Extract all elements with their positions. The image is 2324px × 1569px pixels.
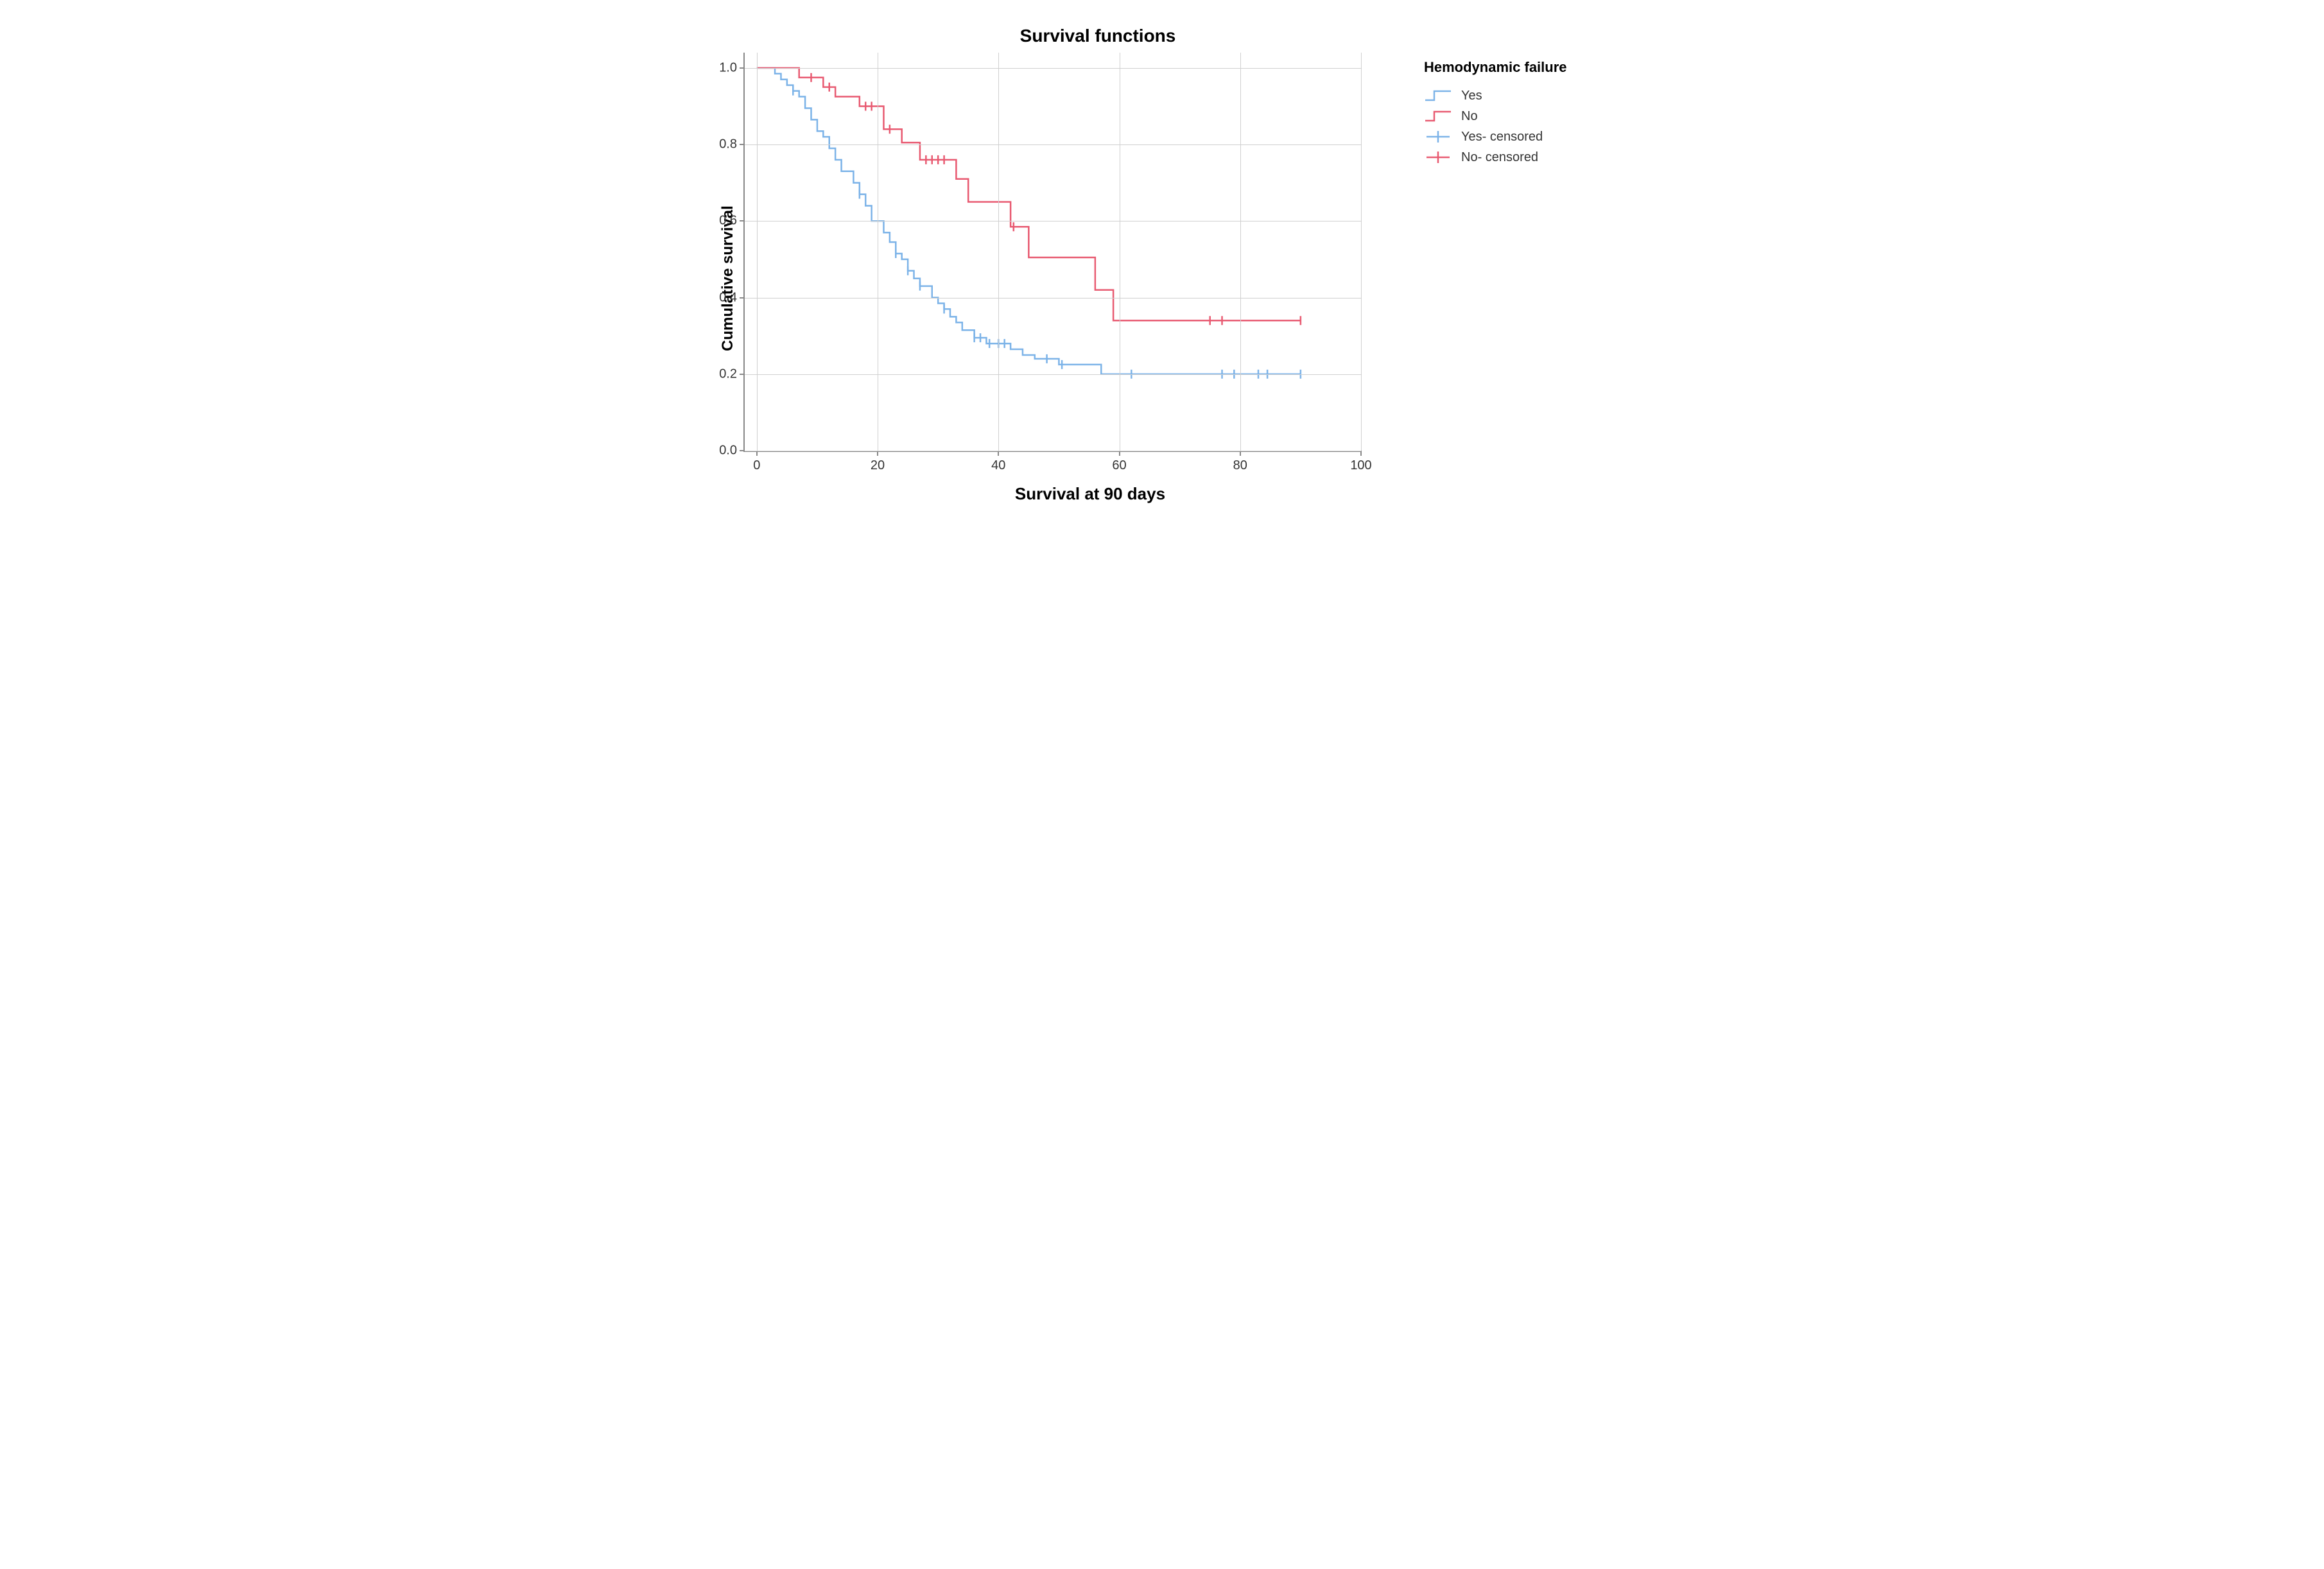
y-tick-label: 1.0 [719, 60, 745, 75]
plot-area: 0204060801000.00.20.40.60.81.0 [743, 53, 1361, 452]
x-tick-label: 80 [1233, 451, 1247, 473]
y-tick-label: 0.2 [719, 367, 745, 381]
censor-icon [1424, 128, 1452, 145]
y-tick-label: 0.4 [719, 290, 745, 305]
gridline-horizontal [745, 144, 1361, 145]
x-tick-label: 60 [1112, 451, 1126, 473]
y-tick-label: 0.0 [719, 444, 745, 458]
survival-chart: Survival functions Cumulative survival 0… [713, 26, 1611, 504]
x-axis-label: Survival at 90 days [782, 484, 1398, 504]
survival-curves-svg [745, 53, 1361, 451]
legend-item: Yes- censored [1424, 128, 1567, 145]
legend-item: No [1424, 108, 1567, 125]
legend-item: Yes [1424, 87, 1567, 104]
step-line-icon [1424, 108, 1452, 125]
legend-label: Yes- censored [1461, 130, 1543, 144]
gridline-vertical [1240, 53, 1241, 451]
x-tick-label: 100 [1350, 451, 1371, 473]
chart-title: Survival functions [584, 26, 1611, 46]
legend-label: No- censored [1461, 150, 1538, 165]
legend: Hemodynamic failure Yes No Yes- censored No… [1424, 53, 1567, 169]
survival-curve-no [757, 68, 1301, 320]
legend-label: Yes [1461, 89, 1482, 103]
legend-title: Hemodynamic failure [1424, 59, 1567, 76]
gridline-vertical [1361, 53, 1362, 451]
x-tick-label: 40 [991, 451, 1005, 473]
gridline-horizontal [745, 68, 1361, 69]
gridline-horizontal [745, 298, 1361, 299]
x-tick-label: 0 [753, 451, 760, 473]
step-line-icon [1424, 87, 1452, 104]
y-tick-label: 0.8 [719, 137, 745, 152]
legend-item: No- censored [1424, 149, 1567, 166]
y-tick-label: 0.6 [719, 214, 745, 229]
gridline-vertical [998, 53, 999, 451]
gridline-horizontal [745, 374, 1361, 375]
censor-icon [1424, 149, 1452, 166]
x-tick-label: 20 [871, 451, 885, 473]
gridline-vertical [757, 53, 758, 451]
legend-label: No [1461, 109, 1478, 124]
